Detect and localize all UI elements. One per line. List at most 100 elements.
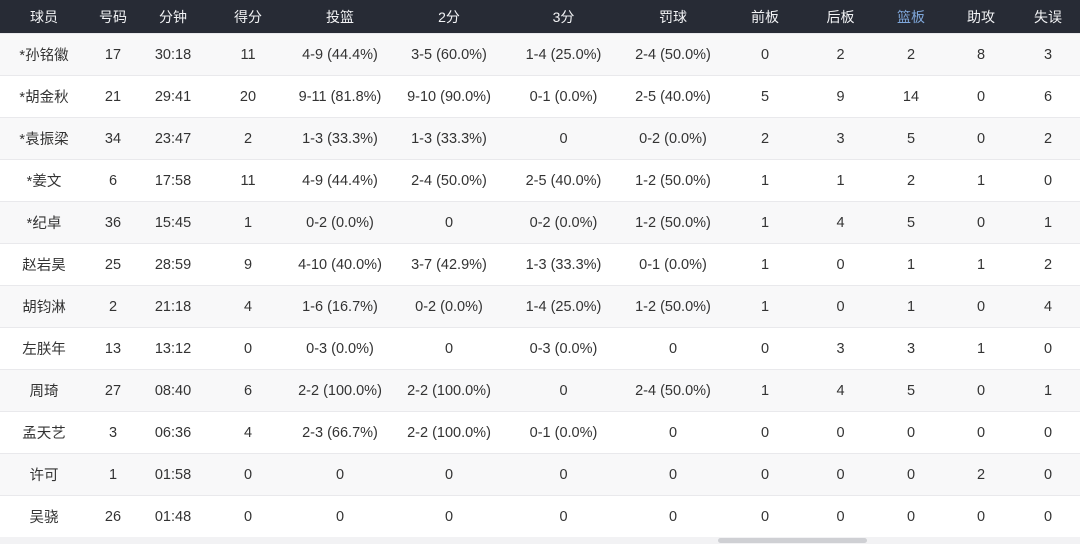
number-cell: 2 — [88, 285, 138, 328]
column-header-number[interactable]: 号码 — [88, 0, 138, 34]
ft-cell: 2-4 (50.0%) — [621, 33, 725, 76]
ft-cell: 1-2 (50.0%) — [621, 285, 725, 328]
minutes-cell: 23:47 — [138, 117, 208, 160]
three_pt-cell: 0-3 (0.0%) — [506, 327, 621, 370]
player-cell: *孙铭徽 — [0, 33, 88, 76]
table-row: *胡金秋 21 29:41 20 9-11 (81.8%) 9-10 (90.0%) 0-1… — [0, 75, 1080, 118]
points-cell: 20 — [208, 75, 288, 118]
three_pt-cell: 0 — [506, 495, 621, 538]
oreb-cell: 0 — [725, 411, 805, 454]
two_pt-cell: 0 — [392, 495, 506, 538]
number-cell: 17 — [88, 33, 138, 76]
fg-cell: 4-9 (44.4%) — [288, 159, 392, 202]
column-header-fg[interactable]: 投篮 — [288, 0, 392, 34]
two_pt-cell: 0-2 (0.0%) — [392, 285, 506, 328]
column-header-tov[interactable]: 失误 — [1016, 0, 1080, 34]
reb-cell: 1 — [876, 285, 946, 328]
two_pt-cell: 2-2 (100.0%) — [392, 411, 506, 454]
player-cell: *纪卓 — [0, 201, 88, 244]
dreb-cell: 4 — [805, 201, 876, 244]
tov-cell: 2 — [1016, 117, 1080, 160]
number-cell: 36 — [88, 201, 138, 244]
three_pt-cell: 0-1 (0.0%) — [506, 75, 621, 118]
three_pt-cell: 2-5 (40.0%) — [506, 159, 621, 202]
points-cell: 1 — [208, 201, 288, 244]
ast-cell: 0 — [946, 411, 1016, 454]
ft-cell: 0 — [621, 411, 725, 454]
reb-cell: 3 — [876, 327, 946, 370]
reb-cell: 5 — [876, 117, 946, 160]
player-cell: 许可 — [0, 453, 88, 496]
fg-cell: 0 — [288, 453, 392, 496]
table-row: 许可 1 01:58 0 0 0 0 0 0 0 0 2 0 — [0, 453, 1080, 496]
dreb-cell: 3 — [805, 117, 876, 160]
reb-cell: 5 — [876, 369, 946, 412]
ast-cell: 0 — [946, 369, 1016, 412]
oreb-cell: 0 — [725, 33, 805, 76]
points-cell: 4 — [208, 411, 288, 454]
number-cell: 3 — [88, 411, 138, 454]
number-cell: 27 — [88, 369, 138, 412]
number-cell: 25 — [88, 243, 138, 286]
fg-cell: 9-11 (81.8%) — [288, 75, 392, 118]
reb-cell: 2 — [876, 33, 946, 76]
column-header-ast[interactable]: 助攻 — [946, 0, 1016, 34]
column-header-dreb[interactable]: 后板 — [805, 0, 876, 34]
ast-cell: 1 — [946, 243, 1016, 286]
dreb-cell: 0 — [805, 411, 876, 454]
minutes-cell: 01:58 — [138, 453, 208, 496]
dreb-cell: 3 — [805, 327, 876, 370]
three_pt-cell: 1-4 (25.0%) — [506, 285, 621, 328]
number-cell: 21 — [88, 75, 138, 118]
ast-cell: 0 — [946, 117, 1016, 160]
points-cell: 6 — [208, 369, 288, 412]
minutes-cell: 08:40 — [138, 369, 208, 412]
three_pt-cell: 0 — [506, 369, 621, 412]
table-row: 胡钧淋 2 21:18 4 1-6 (16.7%) 0-2 (0.0%) 1-4 (25.0… — [0, 285, 1080, 328]
column-header-two_pt[interactable]: 2分 — [392, 0, 506, 34]
tov-cell: 0 — [1016, 453, 1080, 496]
column-header-three_pt[interactable]: 3分 — [506, 0, 621, 34]
minutes-cell: 30:18 — [138, 33, 208, 76]
player-cell: 吴骁 — [0, 495, 88, 538]
dreb-cell: 2 — [805, 33, 876, 76]
oreb-cell: 0 — [725, 495, 805, 538]
table-row: 周琦 27 08:40 6 2-2 (100.0%) 2-2 (100.0%) 0 2-4 (… — [0, 369, 1080, 412]
reb-cell: 14 — [876, 75, 946, 118]
header-row: 球员 号码 分钟 得分 投篮 2分 3分 罚球 前板 后板 篮板 助攻 失误 — [0, 0, 1080, 34]
ft-cell: 0-2 (0.0%) — [621, 117, 725, 160]
two_pt-cell: 2-4 (50.0%) — [392, 159, 506, 202]
fg-cell: 4-9 (44.4%) — [288, 33, 392, 76]
oreb-cell: 5 — [725, 75, 805, 118]
points-cell: 11 — [208, 33, 288, 76]
minutes-cell: 17:58 — [138, 159, 208, 202]
ft-cell: 2-4 (50.0%) — [621, 369, 725, 412]
number-cell: 13 — [88, 327, 138, 370]
column-header-oreb[interactable]: 前板 — [725, 0, 805, 34]
ft-cell: 1-2 (50.0%) — [621, 201, 725, 244]
column-header-minutes[interactable]: 分钟 — [138, 0, 208, 34]
horizontal-scrollbar-track[interactable] — [0, 537, 1080, 544]
fg-cell: 0 — [288, 495, 392, 538]
minutes-cell: 15:45 — [138, 201, 208, 244]
minutes-cell: 29:41 — [138, 75, 208, 118]
player-cell: *姜文 — [0, 159, 88, 202]
column-header-reb[interactable]: 篮板 — [876, 0, 946, 34]
ft-cell: 1-2 (50.0%) — [621, 159, 725, 202]
points-cell: 0 — [208, 495, 288, 538]
column-header-ft[interactable]: 罚球 — [621, 0, 725, 34]
table-row: *孙铭徽 17 30:18 11 4-9 (44.4%) 3-5 (60.0%) 1-4 (… — [0, 33, 1080, 76]
column-header-points[interactable]: 得分 — [208, 0, 288, 34]
oreb-cell: 1 — [725, 243, 805, 286]
ft-cell: 0-1 (0.0%) — [621, 243, 725, 286]
table-row: *姜文 6 17:58 11 4-9 (44.4%) 2-4 (50.0%) 2-5 (40… — [0, 159, 1080, 202]
fg-cell: 0-2 (0.0%) — [288, 201, 392, 244]
points-cell: 4 — [208, 285, 288, 328]
column-header-player[interactable]: 球员 — [0, 0, 88, 34]
horizontal-scrollbar-thumb[interactable] — [718, 538, 868, 543]
player-cell: *胡金秋 — [0, 75, 88, 118]
tov-cell: 6 — [1016, 75, 1080, 118]
minutes-cell: 28:59 — [138, 243, 208, 286]
points-cell: 9 — [208, 243, 288, 286]
number-cell: 6 — [88, 159, 138, 202]
